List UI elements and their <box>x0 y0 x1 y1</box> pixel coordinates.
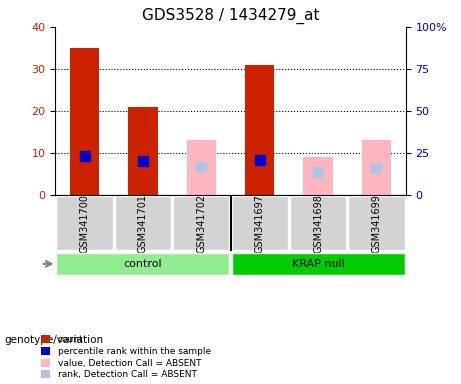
Text: GSM341699: GSM341699 <box>372 194 382 253</box>
Bar <box>187 141 216 195</box>
Text: GSM341702: GSM341702 <box>196 194 207 253</box>
Bar <box>128 107 158 195</box>
Text: genotype/variation: genotype/variation <box>5 335 104 345</box>
FancyBboxPatch shape <box>173 196 229 250</box>
FancyBboxPatch shape <box>57 253 229 275</box>
Text: GSM341700: GSM341700 <box>79 194 89 253</box>
FancyBboxPatch shape <box>290 196 346 250</box>
Text: GSM341697: GSM341697 <box>254 194 265 253</box>
Bar <box>362 141 391 195</box>
Bar <box>70 48 99 195</box>
Text: GSM341698: GSM341698 <box>313 194 323 253</box>
Title: GDS3528 / 1434279_at: GDS3528 / 1434279_at <box>142 8 319 24</box>
FancyBboxPatch shape <box>57 196 112 250</box>
Text: control: control <box>124 259 162 269</box>
FancyBboxPatch shape <box>232 253 404 275</box>
Legend: count, percentile rank within the sample, value, Detection Call = ABSENT, rank, : count, percentile rank within the sample… <box>41 335 211 379</box>
FancyBboxPatch shape <box>349 196 404 250</box>
Text: GSM341701: GSM341701 <box>138 194 148 253</box>
FancyBboxPatch shape <box>232 196 288 250</box>
FancyBboxPatch shape <box>115 196 171 250</box>
Bar <box>362 141 391 195</box>
Text: KRAP null: KRAP null <box>292 259 344 269</box>
Bar <box>303 157 333 195</box>
Bar <box>245 65 274 195</box>
